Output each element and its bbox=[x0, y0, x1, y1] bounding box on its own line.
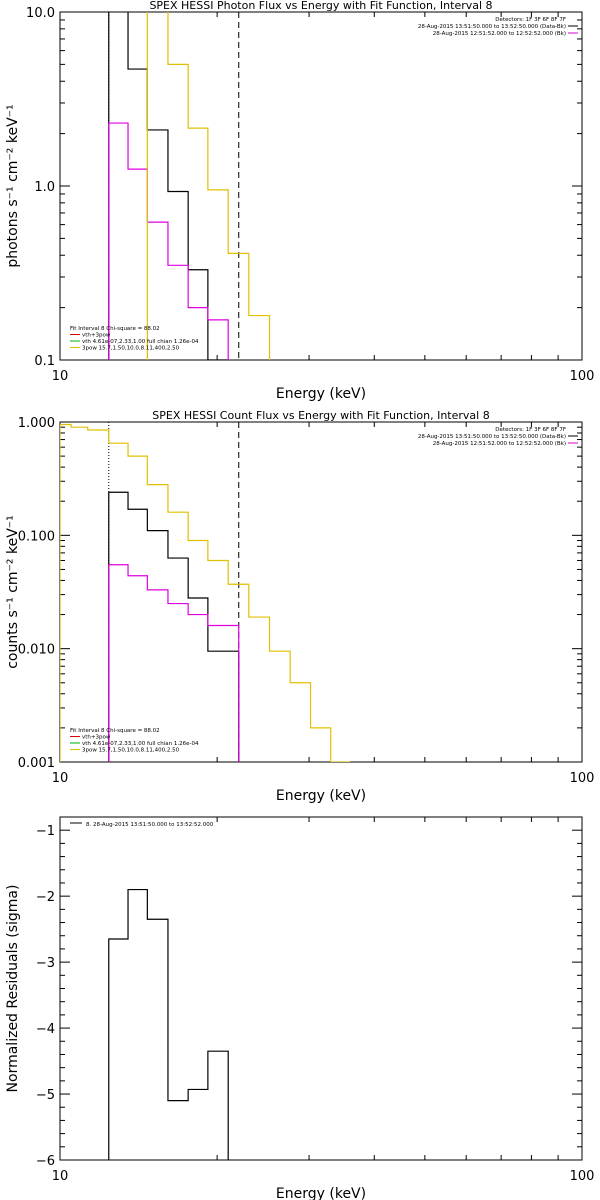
x-tick-label: 10 bbox=[52, 771, 69, 786]
y-axis-label: Normalized Residuals (sigma) bbox=[5, 885, 21, 1093]
y-tick-label: 1.0 bbox=[34, 180, 55, 195]
chart-title: SPEX HESSI Count Flux vs Energy with Fit… bbox=[152, 409, 489, 422]
x-tick-label: 100 bbox=[570, 771, 595, 786]
y-tick-label: 0.001 bbox=[18, 756, 55, 771]
legend-top-entry: 28-Aug-2015 12:51:52.000 to 12:52:52.000… bbox=[433, 31, 566, 37]
series-line-2 bbox=[108, 491, 240, 762]
series-line-1 bbox=[108, 12, 229, 360]
series-line-3 bbox=[108, 564, 240, 762]
x-axis-label: Energy (keV) bbox=[276, 1186, 366, 1200]
series-group bbox=[108, 12, 271, 360]
series-group bbox=[108, 888, 229, 1160]
legend-bottom-entry: 3pow 15.7,1.50,10.0,8.11,400,2.50 bbox=[82, 748, 180, 754]
series-line-2 bbox=[108, 122, 229, 360]
y-tick-label: −6 bbox=[36, 1154, 55, 1169]
legend-top-entry: 28-Aug-2015 13:51:50.000 to 13:52:50.000… bbox=[418, 434, 566, 440]
series-line-1 bbox=[60, 423, 351, 762]
legend-top-entry: 8. 28-Aug-2015 13:51:50.000 to 13:52:52.… bbox=[86, 822, 214, 828]
legend-top-entry: 28-Aug-2015 12:51:52.000 to 12:52:52.000… bbox=[433, 441, 566, 447]
x-tick-label: 100 bbox=[570, 369, 595, 384]
y-tick-label: 10.0 bbox=[26, 6, 55, 21]
y-axis-label: counts s⁻¹ cm⁻² keV⁻¹ bbox=[5, 515, 21, 669]
chart-panel-3: 10 100 Energy (keV) −6 −5 −4 −3 −2 −1 Normalized … bbox=[5, 816, 595, 1200]
legend-bottom-entry: Fit Interval 8 Chi-square = 88.02 bbox=[70, 326, 160, 332]
legend-bottom-entry: 3pow 15.7,1.50,10.0,8.11,400,2.50 bbox=[82, 346, 180, 352]
legend-bottom-entry: vth+3pow bbox=[82, 333, 111, 339]
x-tick-label: 10 bbox=[52, 369, 69, 384]
legend-top-entry: Detectors: 1F 3F 6F 8F 7F bbox=[495, 17, 566, 23]
legend-bottom-entry: Fit Interval 8 Chi-square = 88.02 bbox=[70, 728, 160, 734]
y-tick-label: −5 bbox=[36, 1088, 55, 1103]
legend-bottom-entry: vth 4.61e-07,2.33,1.00 full chian 1.26e-… bbox=[82, 741, 199, 747]
plot-frame bbox=[59, 816, 583, 1161]
y-axis-label: photons s⁻¹ cm⁻² keV⁻¹ bbox=[5, 104, 21, 267]
legend-bottom-entry: vth+3pow bbox=[82, 735, 111, 741]
x-tick-label: 100 bbox=[570, 1169, 595, 1184]
y-tick-label: 0.1 bbox=[34, 354, 55, 369]
series-line-3 bbox=[146, 12, 271, 360]
plot-frame bbox=[59, 421, 583, 763]
legend-top-entry: Detectors: 1F 3F 6F 8F 7F bbox=[495, 427, 566, 433]
y-tick-label: 0.100 bbox=[18, 529, 55, 544]
legend-bottom-entry: vth 4.61e-07,2.33,1.00 full chian 1.26e-… bbox=[82, 339, 199, 345]
series-group bbox=[60, 423, 351, 762]
chart-title: SPEX HESSI Photon Flux vs Energy with Fi… bbox=[149, 0, 492, 12]
legend-top-entry: 28-Aug-2015 13:51:50.000 to 13:52:50.000… bbox=[418, 24, 566, 30]
y-tick-label: 1.000 bbox=[18, 416, 55, 431]
y-tick-label: −2 bbox=[36, 890, 55, 905]
series-line-1 bbox=[108, 888, 229, 1160]
y-tick-label: −1 bbox=[36, 824, 55, 839]
chart-panel-2: SPEX HESSI Count Flux vs Energy with Fit… bbox=[5, 409, 594, 804]
y-tick-label: −3 bbox=[36, 956, 55, 971]
chart-panel-1: SPEX HESSI Photon Flux vs Energy with Fi… bbox=[5, 0, 594, 402]
y-tick-label: 0.010 bbox=[18, 643, 55, 658]
plot-frame bbox=[59, 11, 583, 361]
x-tick-label: 10 bbox=[52, 1169, 69, 1184]
x-axis-label: Energy (keV) bbox=[276, 386, 366, 402]
x-axis-label: Energy (keV) bbox=[276, 788, 366, 804]
y-tick-label: −4 bbox=[36, 1022, 55, 1037]
